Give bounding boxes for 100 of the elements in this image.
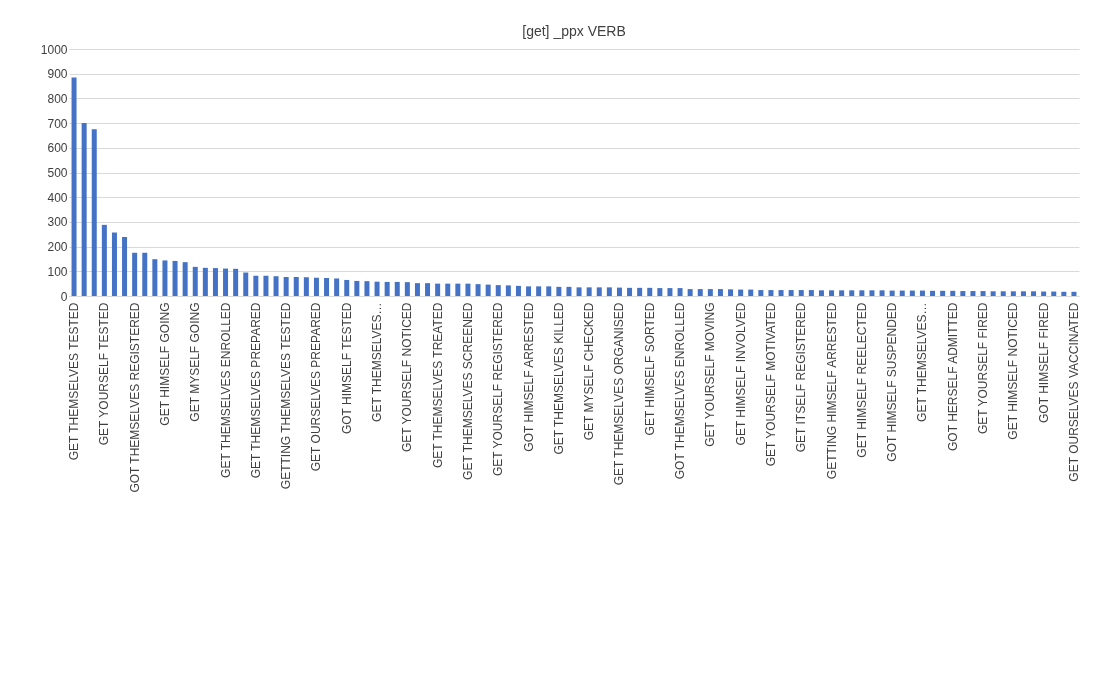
bar bbox=[647, 287, 653, 296]
bar bbox=[101, 224, 107, 296]
bar bbox=[889, 290, 895, 296]
bar bbox=[940, 290, 946, 296]
x-tick-label: GET MYSELF GOING bbox=[188, 302, 203, 422]
bar bbox=[950, 290, 956, 296]
bar bbox=[707, 289, 713, 296]
x-tick-label: GOT HIMSELF ARRESTED bbox=[521, 302, 536, 452]
y-tick-label: 100 bbox=[47, 264, 68, 279]
y-tick-label: 800 bbox=[47, 91, 68, 106]
x-tick-label: GET THEMSELVES… bbox=[370, 302, 385, 422]
bar bbox=[364, 281, 370, 296]
bar bbox=[808, 290, 814, 296]
x-tick-label: GET HIMSELF INVOLVED bbox=[733, 302, 748, 446]
bar bbox=[970, 291, 976, 296]
bar bbox=[919, 290, 925, 296]
bar bbox=[344, 279, 350, 296]
x-tick-label: GOT HERSELF ADMITTED bbox=[945, 302, 960, 451]
bar bbox=[717, 289, 723, 296]
bar bbox=[1010, 291, 1016, 296]
bar bbox=[546, 286, 552, 296]
bar bbox=[404, 282, 410, 296]
bar bbox=[778, 290, 784, 296]
bar bbox=[859, 290, 865, 296]
x-tick-label: GET YOURSELF MOVING bbox=[703, 302, 718, 447]
y-tick-label: 900 bbox=[47, 67, 68, 82]
bar bbox=[728, 289, 734, 296]
bar bbox=[930, 290, 936, 296]
bar bbox=[657, 288, 663, 296]
x-tick-label: GET MYSELF CHECKED bbox=[582, 302, 597, 441]
bar bbox=[223, 268, 229, 296]
x-tick-label: GET HIMSELF REELECTED bbox=[854, 302, 869, 458]
bar bbox=[818, 290, 824, 296]
bar bbox=[142, 252, 148, 296]
bar bbox=[1071, 291, 1077, 296]
x-tick-label: GOT HIMSELF TESTED bbox=[339, 302, 354, 435]
y-tick-label: 600 bbox=[47, 141, 68, 156]
y-tick-label: 300 bbox=[47, 215, 68, 230]
bar bbox=[445, 283, 451, 296]
bar bbox=[182, 262, 188, 296]
bar bbox=[616, 287, 622, 296]
x-tick-label: GET YOURSELF MOTIVATED bbox=[763, 302, 778, 467]
x-tick-label: GET OURSELVES VACCINATED bbox=[1066, 302, 1081, 482]
x-tick-label: GET HIMSELF NOTICED bbox=[1006, 302, 1021, 440]
bar bbox=[697, 289, 703, 296]
bar bbox=[1041, 291, 1047, 296]
bar bbox=[849, 290, 855, 296]
x-tick-label: GOT HIMSELF SUSPENDED bbox=[885, 302, 900, 462]
bar bbox=[990, 291, 996, 296]
bar bbox=[374, 281, 380, 296]
bar bbox=[738, 289, 744, 296]
bar bbox=[596, 287, 602, 296]
x-tick-label: GET YOURSELF TESTED bbox=[97, 302, 112, 446]
bar bbox=[980, 291, 986, 296]
bar bbox=[536, 286, 542, 296]
bar bbox=[960, 291, 966, 296]
x-tick-label: GET THEMSELVES TREATED bbox=[430, 302, 445, 469]
bar bbox=[313, 277, 319, 296]
bar bbox=[1031, 291, 1037, 296]
bar bbox=[839, 290, 845, 296]
bar bbox=[798, 290, 804, 296]
bar bbox=[293, 276, 299, 296]
bar bbox=[414, 283, 420, 296]
x-tick-label: GET THEMSELVES SCREENED bbox=[460, 302, 475, 480]
x-tick-label: GET OURSELVES PREPARED bbox=[309, 302, 324, 472]
y-tick-label: 0 bbox=[60, 289, 68, 304]
bar bbox=[687, 289, 693, 296]
bar bbox=[172, 260, 178, 296]
x-tick-label: GETTING HIMSELF ARRESTED bbox=[824, 302, 839, 480]
bar bbox=[505, 285, 511, 296]
bar bbox=[829, 290, 835, 296]
bar bbox=[465, 283, 471, 296]
x-tick-label: GET THEMSELVES… bbox=[915, 302, 930, 422]
bar bbox=[526, 286, 532, 296]
x-tick-label: GET THEMSELVES ORGANISED bbox=[612, 302, 627, 486]
bar bbox=[879, 290, 885, 296]
bar bbox=[667, 288, 673, 296]
bar bbox=[243, 272, 249, 296]
bar bbox=[111, 232, 117, 296]
bar bbox=[394, 281, 400, 296]
bar bbox=[768, 290, 774, 296]
bar bbox=[91, 129, 97, 296]
bar bbox=[758, 290, 764, 296]
bar bbox=[1020, 291, 1026, 296]
bar bbox=[384, 281, 390, 296]
x-tick-label: GET THEMSELVES PREPARED bbox=[248, 302, 263, 479]
bar bbox=[475, 284, 481, 296]
x-tick-label: GET THEMSELVES ENROLLED bbox=[218, 302, 233, 478]
bar bbox=[71, 77, 77, 296]
bar bbox=[425, 283, 431, 296]
bar bbox=[677, 288, 683, 296]
bar bbox=[485, 284, 491, 296]
y-tick-label: 200 bbox=[47, 240, 68, 255]
bar bbox=[354, 280, 360, 296]
chart-title: [get] _ppx VERB bbox=[522, 23, 626, 39]
bar bbox=[1061, 291, 1067, 296]
x-tick-label: GOT THEMSELVES REGISTERED bbox=[127, 302, 142, 493]
bar bbox=[435, 283, 441, 296]
x-tick-label: GOT THEMSELVES ENROLLED bbox=[673, 302, 688, 480]
x-tick-label: GET YOURSELF REGISTERED bbox=[491, 302, 506, 477]
